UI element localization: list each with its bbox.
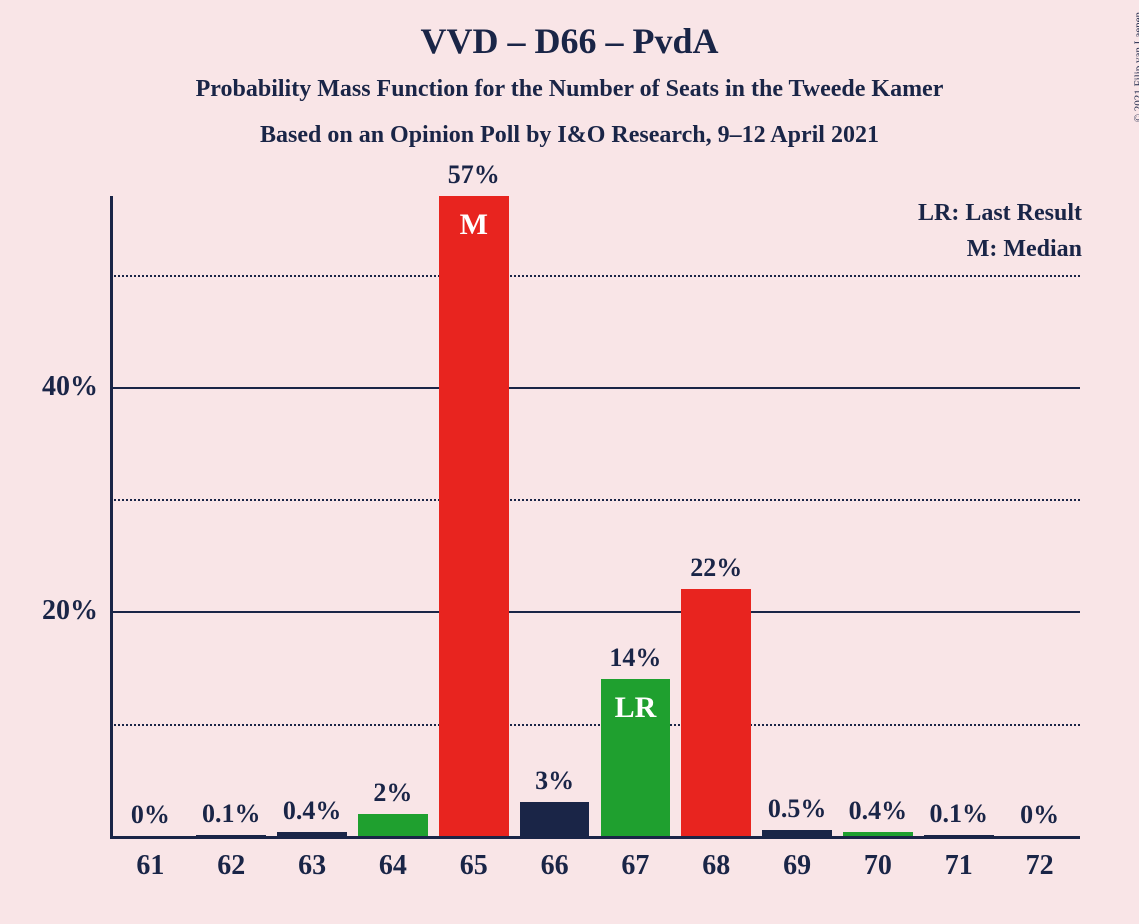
- bar-value-label: 0%: [131, 800, 170, 836]
- y-axis-label: 40%: [42, 371, 110, 403]
- gridline-major: [110, 387, 1080, 389]
- x-axis-label: 63: [298, 836, 326, 882]
- x-axis-label: 70: [864, 836, 892, 882]
- bar-value-label: 0.1%: [202, 799, 261, 835]
- gridline-minor: [110, 275, 1080, 277]
- bar: [520, 802, 590, 836]
- x-axis-label: 72: [1026, 836, 1054, 882]
- x-axis-label: 62: [217, 836, 245, 882]
- x-axis-line: [110, 836, 1080, 839]
- x-axis-label: 69: [783, 836, 811, 882]
- legend-line-m: M: Median: [967, 236, 1082, 263]
- legend-line-lr: LR: Last Result: [918, 200, 1082, 227]
- gridline-major: [110, 611, 1080, 613]
- chart-subtitle-1: Probability Mass Function for the Number…: [0, 76, 1139, 103]
- bar-value-label: 3%: [535, 766, 574, 802]
- y-axis-label: 20%: [42, 595, 110, 627]
- bar: [358, 814, 428, 836]
- gridline-minor: [110, 724, 1080, 726]
- bar-value-label: 0.5%: [768, 794, 827, 830]
- y-axis-line: [110, 196, 113, 836]
- chart-title: VVD – D66 – PvdA: [0, 20, 1139, 62]
- gridline-minor: [110, 499, 1080, 501]
- x-axis-label: 65: [460, 836, 488, 882]
- bar-value-label: 0.4%: [849, 796, 908, 832]
- bar-value-label: 22%: [690, 553, 742, 589]
- chart-subtitle-2: Based on an Opinion Poll by I&O Research…: [0, 122, 1139, 149]
- x-axis-label: 66: [541, 836, 569, 882]
- chart-container: VVD – D66 – PvdA Probability Mass Functi…: [0, 0, 1139, 924]
- plot-area: 20%40%0%610.1%620.4%632%64M57%653%66LR14…: [110, 196, 1080, 836]
- bar-value-label: 0%: [1020, 800, 1059, 836]
- bar: LR: [601, 679, 671, 836]
- bar-value-label: 0.1%: [930, 799, 989, 835]
- bar-value-label: 14%: [609, 643, 661, 679]
- x-axis-label: 64: [379, 836, 407, 882]
- bar-inner-label: LR: [615, 691, 657, 725]
- bar-value-label: 2%: [373, 778, 412, 814]
- bar: M: [439, 196, 509, 836]
- bar: [681, 589, 751, 836]
- x-axis-label: 61: [136, 836, 164, 882]
- x-axis-label: 68: [702, 836, 730, 882]
- bar-value-label: 0.4%: [283, 796, 342, 832]
- copyright-text: © 2021 Filip van Laenen: [1132, 12, 1139, 122]
- bar-value-label: 57%: [448, 160, 500, 196]
- bar-inner-label: M: [460, 208, 488, 242]
- x-axis-label: 71: [945, 836, 973, 882]
- x-axis-label: 67: [621, 836, 649, 882]
